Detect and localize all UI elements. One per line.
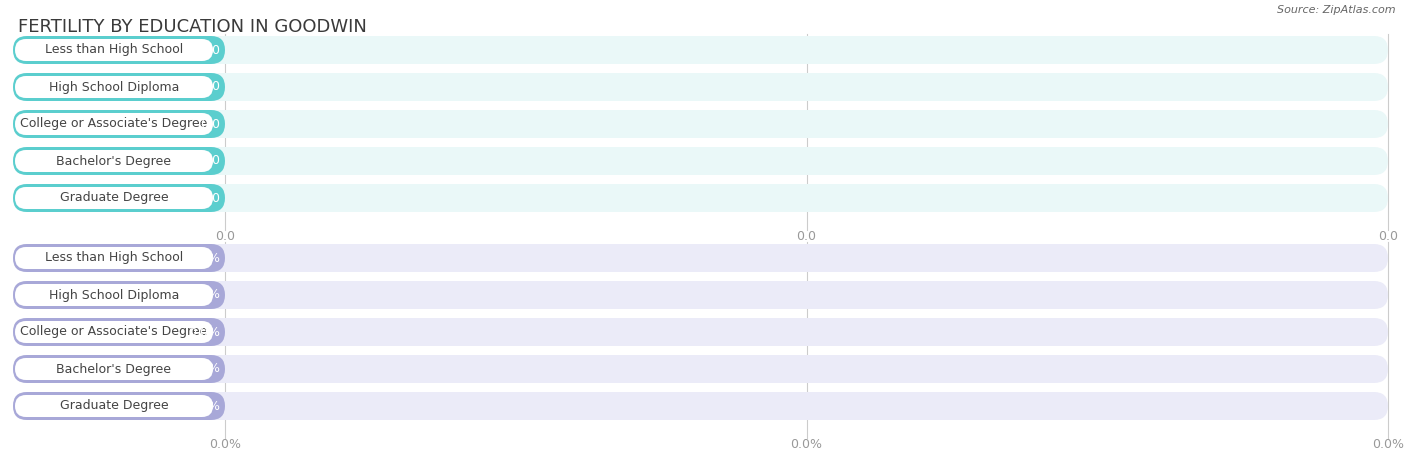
FancyBboxPatch shape bbox=[13, 73, 1388, 101]
Text: 0.0%: 0.0% bbox=[790, 438, 823, 451]
Text: 0.0: 0.0 bbox=[200, 154, 219, 168]
Text: Source: ZipAtlas.com: Source: ZipAtlas.com bbox=[1278, 5, 1396, 15]
Text: 0.0%: 0.0% bbox=[188, 325, 219, 339]
FancyBboxPatch shape bbox=[13, 110, 1388, 138]
FancyBboxPatch shape bbox=[13, 318, 1388, 346]
FancyBboxPatch shape bbox=[13, 36, 225, 64]
FancyBboxPatch shape bbox=[13, 184, 1388, 212]
Text: 0.0: 0.0 bbox=[200, 44, 219, 57]
Text: 0.0%: 0.0% bbox=[188, 399, 219, 412]
FancyBboxPatch shape bbox=[13, 36, 1388, 64]
FancyBboxPatch shape bbox=[15, 247, 212, 269]
FancyBboxPatch shape bbox=[15, 39, 212, 61]
Text: High School Diploma: High School Diploma bbox=[49, 80, 179, 94]
FancyBboxPatch shape bbox=[13, 392, 225, 420]
FancyBboxPatch shape bbox=[15, 113, 212, 135]
FancyBboxPatch shape bbox=[15, 187, 212, 209]
FancyBboxPatch shape bbox=[15, 358, 212, 380]
FancyBboxPatch shape bbox=[13, 147, 225, 175]
Text: Less than High School: Less than High School bbox=[45, 251, 183, 265]
FancyBboxPatch shape bbox=[13, 281, 1388, 309]
FancyBboxPatch shape bbox=[15, 321, 212, 343]
FancyBboxPatch shape bbox=[13, 392, 1388, 420]
Text: Bachelor's Degree: Bachelor's Degree bbox=[56, 362, 172, 376]
FancyBboxPatch shape bbox=[13, 318, 225, 346]
Text: Bachelor's Degree: Bachelor's Degree bbox=[56, 154, 172, 168]
Text: 0.0%: 0.0% bbox=[209, 438, 240, 451]
FancyBboxPatch shape bbox=[13, 244, 225, 272]
FancyBboxPatch shape bbox=[13, 244, 1388, 272]
Text: 0.0: 0.0 bbox=[200, 191, 219, 205]
FancyBboxPatch shape bbox=[13, 281, 225, 309]
FancyBboxPatch shape bbox=[13, 147, 1388, 175]
Text: 0.0%: 0.0% bbox=[188, 288, 219, 302]
Text: 0.0%: 0.0% bbox=[188, 362, 219, 376]
FancyBboxPatch shape bbox=[13, 355, 225, 383]
Text: 0.0%: 0.0% bbox=[188, 251, 219, 265]
FancyBboxPatch shape bbox=[13, 355, 1388, 383]
FancyBboxPatch shape bbox=[13, 184, 225, 212]
Text: High School Diploma: High School Diploma bbox=[49, 288, 179, 302]
FancyBboxPatch shape bbox=[13, 110, 225, 138]
FancyBboxPatch shape bbox=[15, 395, 212, 417]
Text: Graduate Degree: Graduate Degree bbox=[59, 399, 169, 412]
Text: 0.0: 0.0 bbox=[215, 230, 235, 243]
Text: 0.0: 0.0 bbox=[200, 117, 219, 131]
FancyBboxPatch shape bbox=[15, 76, 212, 98]
FancyBboxPatch shape bbox=[15, 150, 212, 172]
FancyBboxPatch shape bbox=[13, 73, 225, 101]
Text: FERTILITY BY EDUCATION IN GOODWIN: FERTILITY BY EDUCATION IN GOODWIN bbox=[18, 18, 367, 36]
Text: 0.0%: 0.0% bbox=[1372, 438, 1405, 451]
Text: College or Associate's Degree: College or Associate's Degree bbox=[20, 117, 208, 131]
Text: Less than High School: Less than High School bbox=[45, 44, 183, 57]
Text: 0.0: 0.0 bbox=[200, 80, 219, 94]
FancyBboxPatch shape bbox=[15, 284, 212, 306]
Text: College or Associate's Degree: College or Associate's Degree bbox=[20, 325, 208, 339]
Text: 0.0: 0.0 bbox=[797, 230, 817, 243]
Text: Graduate Degree: Graduate Degree bbox=[59, 191, 169, 205]
Text: 0.0: 0.0 bbox=[1378, 230, 1398, 243]
